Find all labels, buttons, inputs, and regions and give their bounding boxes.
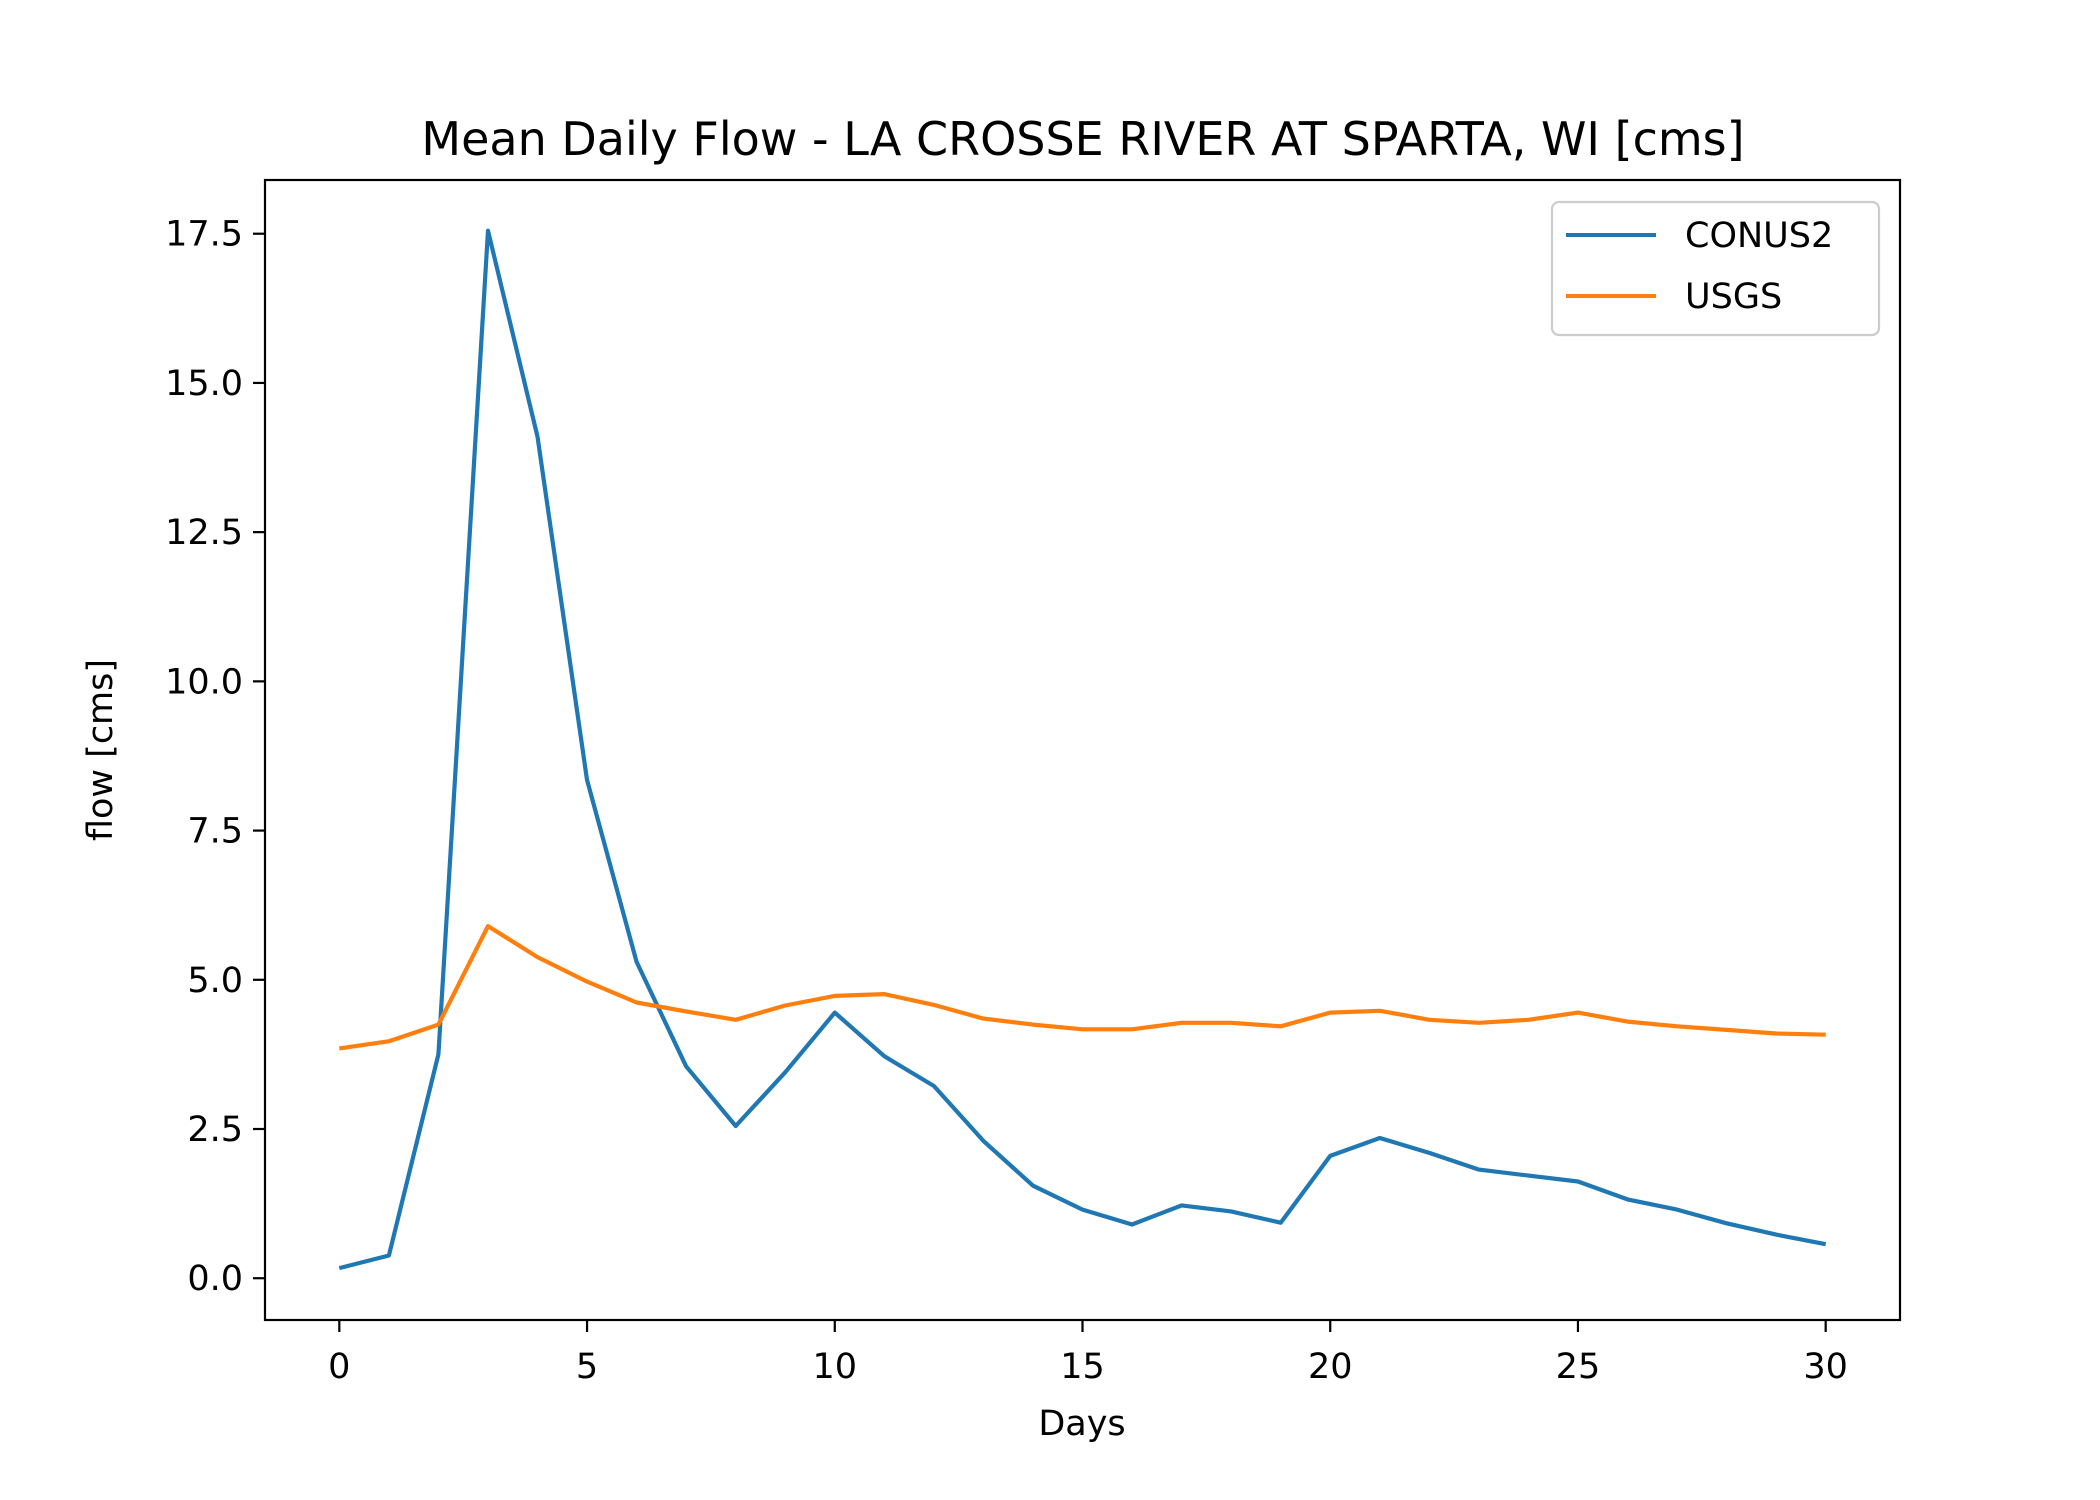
plot-frame xyxy=(263,178,1902,1322)
x-axis: 0 5 10 15 20 25 30 xyxy=(328,1320,1848,1387)
chart-title: Mean Daily Flow - LA CROSSE RIVER AT SPA… xyxy=(421,112,1744,166)
y-tick-label: 0.0 xyxy=(187,1259,243,1299)
x-axis-label: Days xyxy=(1038,1404,1125,1444)
x-tick-label: 5 xyxy=(576,1347,598,1387)
x-tick-label: 20 xyxy=(1308,1347,1353,1387)
x-tick-label: 10 xyxy=(812,1347,857,1387)
plot-series xyxy=(338,228,1827,1271)
y-tick-label: 17.5 xyxy=(165,215,243,255)
legend: CONUS2 USGS xyxy=(1550,200,1881,337)
y-tick-label: 15.0 xyxy=(165,364,243,404)
y-axis-label: flow [cms] xyxy=(81,659,121,841)
x-tick-label: 0 xyxy=(328,1347,350,1387)
y-tick-label: 2.5 xyxy=(187,1110,243,1150)
y-tick-label: 5.0 xyxy=(187,961,243,1001)
y-tick-label: 10.0 xyxy=(165,662,243,702)
series-line-conus2 xyxy=(338,228,1827,1271)
x-tick-label: 25 xyxy=(1556,1347,1601,1387)
y-tick-label: 12.5 xyxy=(165,513,243,553)
x-tick-label: 30 xyxy=(1803,1347,1848,1387)
legend-label-conus2: CONUS2 xyxy=(1685,216,1833,256)
y-tick-label: 7.5 xyxy=(187,812,243,852)
legend-label-usgs: USGS xyxy=(1685,277,1782,317)
y-axis: 0.0 2.5 5.0 7.5 10.0 12.5 15.0 17.5 xyxy=(165,215,265,1299)
x-tick-label: 15 xyxy=(1060,1347,1105,1387)
series-line-usgs xyxy=(339,923,1826,1051)
